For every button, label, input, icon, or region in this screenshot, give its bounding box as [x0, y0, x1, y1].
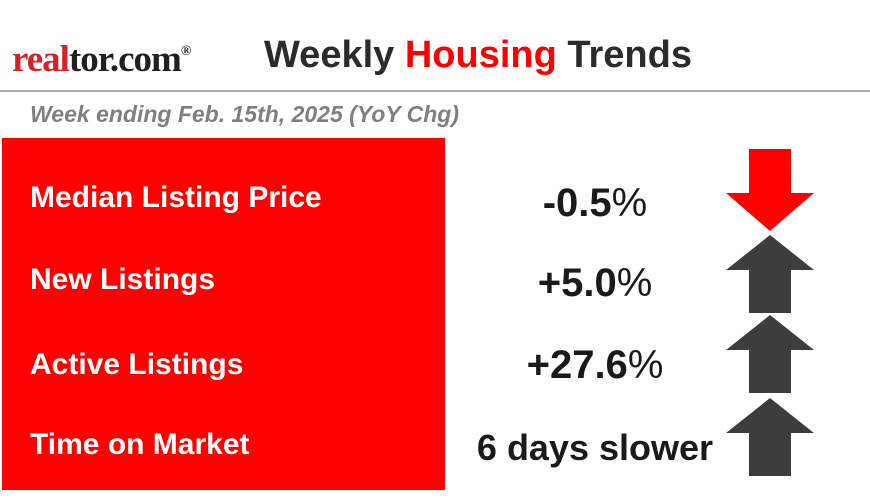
value-number: +27.6: [526, 343, 628, 387]
title-part-trends: Trends: [556, 34, 692, 76]
subtitle: Week ending Feb. 15th, 2025 (YoY Chg): [30, 101, 460, 127]
metrics-panel: [2, 138, 445, 490]
metric-label-new-listings: New Listings: [30, 263, 216, 296]
value-unit: %: [627, 343, 664, 387]
value-number: +5.0: [537, 261, 617, 305]
metric-value-time-on-market: 6 days slower: [450, 428, 740, 468]
registered-trademark-symbol: ®: [180, 44, 192, 59]
title-part-weekly: Weekly: [264, 34, 405, 76]
value-unit: %: [611, 181, 648, 225]
value-unit: %: [616, 261, 653, 305]
trend-up-arrow-icon: [726, 235, 814, 313]
value-number: 6 days slower: [476, 427, 714, 468]
header-divider: [0, 90, 870, 92]
metric-value-median-listing-price: -0.5%: [450, 181, 740, 225]
trend-up-arrow-icon: [726, 398, 814, 476]
metric-label-time-on-market: Time on Market: [30, 428, 250, 461]
value-number: -0.5: [542, 181, 612, 225]
metric-label-median-listing-price: Median Listing Price: [30, 181, 322, 214]
metric-label-active-listings: Active Listings: [30, 348, 244, 381]
title-part-housing: Housing: [404, 34, 557, 76]
page-title: Weekly Housing Trends: [238, 34, 718, 77]
trend-up-arrow-icon: [726, 315, 814, 393]
metric-value-active-listings: +27.6%: [450, 343, 740, 387]
metric-value-new-listings: +5.0%: [450, 261, 740, 305]
realtor-logo: realtor.com®: [12, 38, 191, 81]
trend-down-arrow-icon: [726, 149, 814, 231]
logo-text-torcom: tor.com: [68, 39, 182, 80]
logo-text-real: real: [12, 39, 70, 80]
